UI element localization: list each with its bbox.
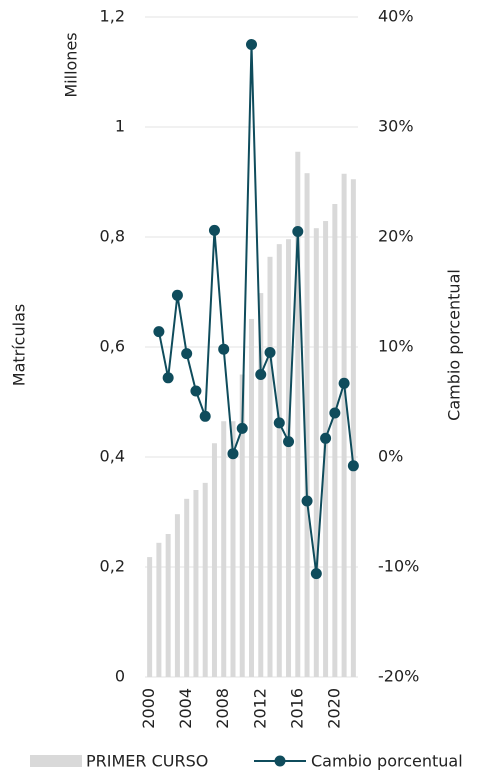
legend-label: Cambio porcentual [311, 752, 463, 771]
line-marker [255, 369, 267, 380]
y2-tick-label: -20% [378, 667, 419, 686]
bar [156, 542, 162, 677]
bar [332, 204, 338, 677]
y2-tick-label: -10% [378, 557, 419, 576]
bar [184, 498, 190, 677]
bar [295, 151, 301, 677]
x-tick-label: 2008 [213, 688, 232, 729]
x-tick-label: 2016 [287, 688, 306, 729]
bar [341, 173, 347, 677]
bar [221, 421, 227, 677]
line-marker [208, 224, 220, 236]
y2-tick-label: 40% [378, 7, 414, 26]
bar [258, 293, 264, 677]
bar [313, 228, 319, 677]
legend-swatch [274, 755, 286, 767]
line-marker [153, 326, 165, 338]
bar [249, 318, 254, 677]
line-marker [329, 407, 341, 419]
line-marker [162, 372, 174, 384]
line-marker [181, 348, 193, 360]
line-marker [218, 343, 230, 355]
legend-swatch [30, 755, 82, 767]
line-marker [347, 460, 359, 472]
bar [211, 443, 217, 677]
bar [193, 490, 199, 677]
y2-tick-label: 0% [378, 447, 403, 466]
y-tick-label: 1 [115, 117, 125, 136]
x-tick-label: 2004 [176, 688, 195, 729]
bar [147, 557, 153, 677]
line-marker [190, 385, 202, 397]
line-marker [199, 410, 211, 422]
y-tick-label: 0,6 [100, 337, 125, 356]
y-axis-unit: Millones [62, 32, 81, 97]
x-tick-label: 2000 [139, 688, 158, 729]
line-marker [246, 39, 257, 50]
y2-tick-label: 30% [378, 117, 414, 136]
line-marker [227, 448, 239, 460]
bar [239, 374, 245, 677]
y-tick-label: 0,4 [100, 447, 125, 466]
line-marker [310, 568, 322, 580]
bar [350, 179, 356, 677]
x-tick-label: 2020 [324, 688, 343, 729]
line-marker [273, 417, 285, 429]
bar [165, 534, 171, 677]
line-marker [171, 289, 183, 301]
x-tick-label: 2012 [250, 688, 269, 729]
y-tick-label: 1,2 [100, 7, 125, 26]
y-axis-label: Matrículas [10, 304, 29, 386]
bar [304, 173, 310, 677]
y-tick-label: 0,2 [100, 557, 125, 576]
line-marker [338, 377, 350, 389]
line-marker [283, 436, 295, 448]
y-tick-label: 0 [115, 667, 125, 686]
line-marker [236, 422, 248, 434]
legend-label: PRIMER CURSO [86, 752, 208, 771]
line-marker [264, 347, 276, 358]
bar [276, 244, 282, 677]
y-tick-label: 0,8 [100, 227, 125, 246]
y2-axis-label: Cambio porcentual [445, 269, 464, 421]
bar [174, 514, 180, 677]
bar [202, 482, 208, 677]
bar [230, 421, 236, 677]
line-marker [301, 495, 313, 507]
y2-tick-label: 20% [378, 227, 414, 246]
bar [267, 256, 273, 677]
line-marker [292, 226, 304, 237]
line [157, 44, 355, 574]
line-marker [320, 432, 332, 444]
bar [286, 239, 292, 677]
y2-tick-label: 10% [378, 337, 414, 356]
